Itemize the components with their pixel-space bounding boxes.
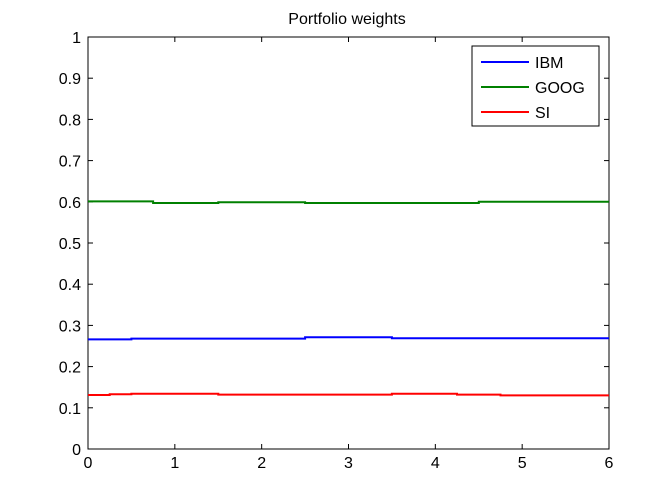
series-layer (88, 200, 609, 397)
x-tick-label: 1 (170, 455, 179, 472)
legend-label-ibm: IBM (535, 55, 563, 72)
x-tick-label: 4 (431, 455, 440, 472)
x-tick-label: 3 (344, 455, 353, 472)
y-tick-label: 0.6 (59, 195, 81, 212)
y-tick-label: 0.3 (59, 318, 81, 335)
legend-label-goog: GOOG (535, 80, 585, 97)
y-tick-label: 0 (72, 442, 81, 459)
legend: IBM GOOG SI (471, 45, 600, 127)
series-line-si (88, 392, 609, 397)
y-tick-label: 0.9 (59, 71, 81, 88)
y-tick-label: 0.8 (59, 112, 81, 129)
x-tick-label: 6 (605, 455, 614, 472)
chart-title: Portfolio weights (288, 11, 405, 28)
x-tick-label: 2 (257, 455, 266, 472)
y-tick-label: 0.7 (59, 154, 81, 171)
legend-label-si: SI (535, 105, 550, 122)
ticks-layer: 0 1 2 3 4 5 6 0 0.1 0.2 0.3 0.4 0.5 0.6 0.7 0.8 0.9 1 (59, 30, 614, 472)
y-tick-label: 0.5 (59, 236, 81, 253)
y-tick-label: 1 (72, 30, 81, 47)
x-tick-label: 0 (84, 455, 93, 472)
series-line-ibm (88, 336, 609, 341)
series-line-goog (88, 200, 609, 204)
y-tick-label: 0.2 (59, 360, 81, 377)
x-tick-label: 5 (518, 455, 527, 472)
y-tick-label: 0.4 (59, 277, 81, 294)
y-tick-label: 0.1 (59, 401, 81, 418)
